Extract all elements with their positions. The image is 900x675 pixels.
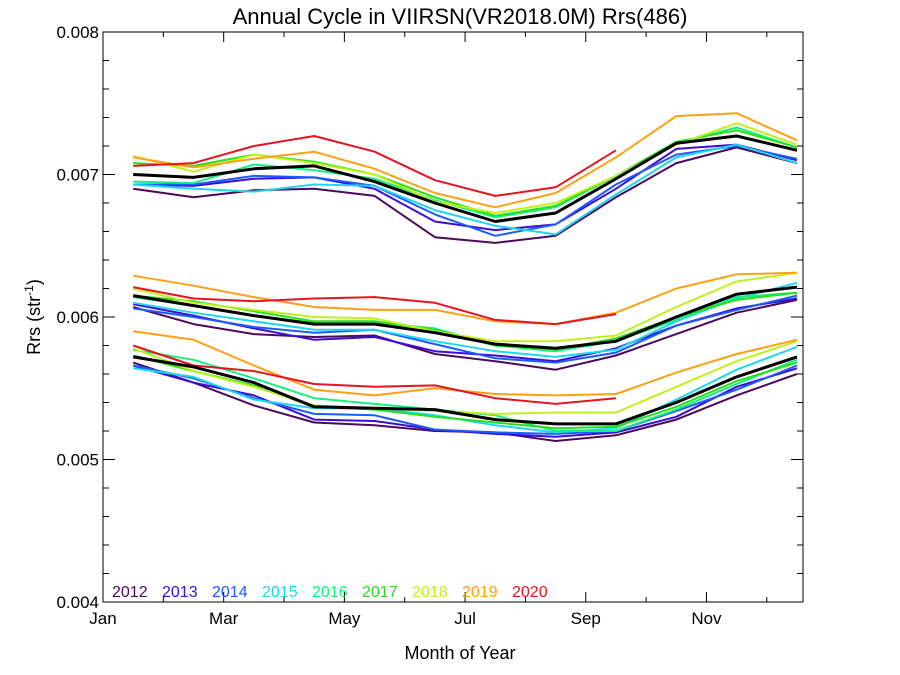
series-line-2016-2	[133, 291, 798, 353]
series-line-2019-2	[133, 271, 798, 326]
series-line-2014-2	[133, 294, 798, 364]
y-tick-label: 0.005	[56, 451, 99, 470]
legend-entry-2016: 2016	[312, 584, 348, 601]
x-tick-label: Sep	[571, 609, 601, 628]
legend-entry-2017: 2017	[362, 584, 398, 601]
series-line-2017-3	[132, 354, 798, 430]
x-axis-label: Month of Year	[404, 643, 515, 663]
series-line-2018-3	[132, 340, 798, 415]
legend-entry-2020: 2020	[512, 584, 548, 601]
series-line-2014-1	[133, 145, 798, 237]
series-line-2012-2	[132, 298, 798, 371]
y-tick-label: 0.004	[56, 593, 99, 612]
chart-title: Annual Cycle in VIIRSN(VR2018.0M) Rrs(48…	[233, 4, 688, 29]
x-tick-label: Jan	[89, 609, 116, 628]
x-tick-label: Mar	[209, 609, 239, 628]
y-tick-label: 0.007	[56, 166, 99, 185]
y-tick-label: 0.006	[56, 308, 99, 327]
series-line-2020-1	[133, 135, 617, 197]
legend-entry-2014: 2014	[212, 584, 248, 601]
series-line-2015-1	[133, 143, 798, 236]
series-line-2018-2	[132, 271, 798, 343]
series-layer	[132, 112, 798, 442]
legend-entry-2012: 2012	[112, 584, 148, 601]
legend-entry-2013: 2013	[162, 584, 198, 601]
series-line-2020-2	[133, 286, 617, 326]
series-line-2019-3	[133, 330, 798, 397]
ticks-layer: Jan Mar May Jul Sep Nov 0.004 0.005 0.006 0.007 0.…	[56, 23, 803, 628]
legend-entry-2019: 2019	[462, 584, 498, 601]
legend: 2012 2013 2014 2015 2016 2017 2018 2019 2020	[112, 584, 548, 601]
series-line-mean-2	[132, 285, 798, 350]
y-axis-label-base: Rrs (str	[24, 296, 44, 355]
plot-frame	[102, 31, 804, 603]
series-line-mean-1	[133, 134, 798, 223]
x-tick-label: Nov	[691, 609, 722, 628]
series-line-2012-3	[132, 361, 798, 442]
y-axis-label: Rrs (str-1)	[22, 279, 44, 355]
y-axis-label-close: )	[24, 279, 44, 285]
x-tick-label: May	[328, 609, 361, 628]
y-axis-label-sup: -1	[22, 285, 36, 296]
series-line-2015-2	[133, 281, 798, 358]
x-tick-label: Jul	[454, 609, 476, 628]
series-line-2019-1	[133, 112, 798, 209]
series-line-mean-3	[132, 355, 798, 426]
legend-entry-2018: 2018	[412, 584, 448, 601]
series-line-2017-2	[133, 291, 798, 351]
y-tick-label: 0.008	[56, 23, 99, 42]
series-line-2020-3	[132, 344, 616, 405]
legend-entry-2015: 2015	[262, 584, 298, 601]
